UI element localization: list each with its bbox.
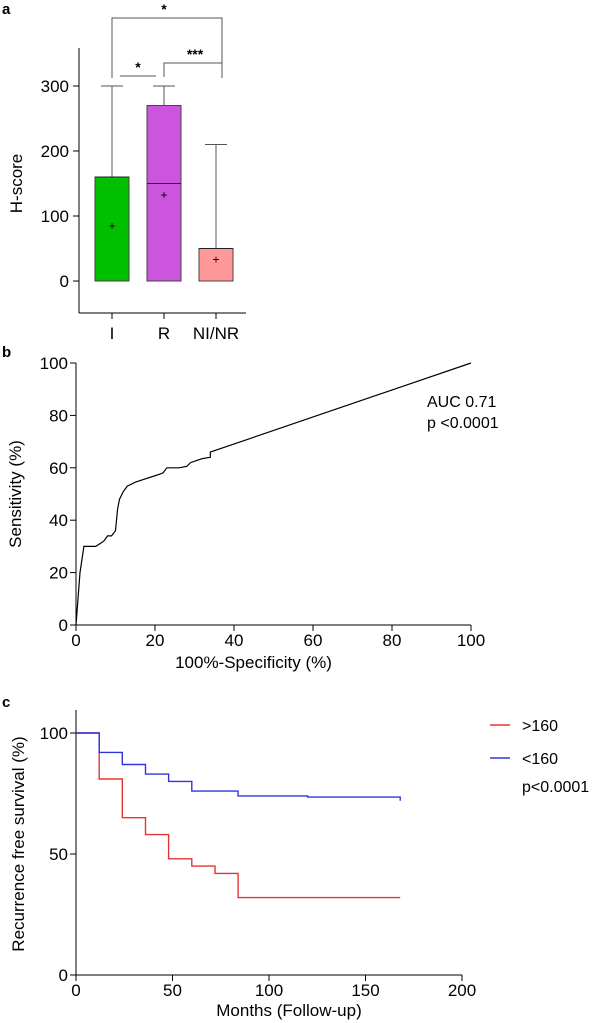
y-tick-label: 0 xyxy=(59,966,68,985)
y-tick-label: 100 xyxy=(40,724,68,743)
box xyxy=(94,176,130,282)
y-tick-label: 200 xyxy=(41,142,69,161)
x-tick-label: 100 xyxy=(457,631,485,650)
y-tick-label: 300 xyxy=(41,77,69,96)
auc-annotation: AUC 0.71 xyxy=(427,394,496,411)
y-tick-label: 20 xyxy=(49,564,68,583)
panel-letter-c: c xyxy=(2,694,10,711)
significance-bracket xyxy=(163,62,223,78)
x-tick-label: 80 xyxy=(383,631,402,650)
roc-curve xyxy=(75,362,472,626)
y-axis-title: Sensitivity (%) xyxy=(6,440,25,548)
x-tick-label: 200 xyxy=(448,981,476,1000)
y-axis-title: Recurrence free survival (%) xyxy=(9,736,28,951)
y-tick-label: 100 xyxy=(40,354,68,373)
y-tick-label: 60 xyxy=(49,459,68,478)
panel-c-survival-curve: 0 50 100 0 50 100 150 200 Months (Follow-up) Recu… xyxy=(9,710,589,1020)
y-tick-label: 100 xyxy=(41,207,69,226)
legend-label: <160 xyxy=(522,751,558,768)
x-tick-label: 0 xyxy=(71,981,80,1000)
mean-marker: + xyxy=(108,219,115,233)
x-tick-label: 60 xyxy=(304,631,323,650)
x-tick-label: 20 xyxy=(146,631,165,650)
p-value-annotation: p <0.0001 xyxy=(427,415,499,432)
mean-marker: + xyxy=(212,253,219,267)
significance-label: * xyxy=(135,59,141,75)
y-tick-label: 0 xyxy=(59,616,68,635)
panel-letter-a: a xyxy=(2,1,11,18)
x-tick-label: 50 xyxy=(163,981,182,1000)
box xyxy=(146,105,182,282)
y-tick-label: 80 xyxy=(49,406,68,425)
panel-letter-b: b xyxy=(2,344,11,361)
significance-label: *** xyxy=(187,46,204,62)
x-tick-label: 100 xyxy=(255,981,283,1000)
y-tick-label: 40 xyxy=(49,511,68,530)
x-tick-label: 150 xyxy=(351,981,379,1000)
survival-curve-2 xyxy=(76,732,401,801)
panel-b-roc-curve: 0 20 40 60 80 100 0 20 40 60 80 100 100%-Specificity… xyxy=(6,354,499,672)
legend-label: >160 xyxy=(522,718,558,735)
significance-bracket xyxy=(111,17,223,78)
x-tick-label: NI/NR xyxy=(193,324,239,343)
x-axis-title: Months (Follow-up) xyxy=(216,1001,362,1020)
x-tick-label: 40 xyxy=(225,631,244,650)
x-tick-label: I xyxy=(110,324,115,343)
x-tick-label: R xyxy=(158,324,170,343)
p-value-annotation: p<0.0001 xyxy=(522,779,589,796)
y-tick-label: 50 xyxy=(49,845,68,864)
y-tick-label: 0 xyxy=(60,272,69,291)
mean-marker: + xyxy=(160,188,167,202)
y-axis-title: H-score xyxy=(7,154,26,214)
x-tick-label: 0 xyxy=(71,631,80,650)
significance-label: * xyxy=(161,1,167,17)
survival-curve-1 xyxy=(76,732,401,899)
x-axis-title: 100%-Specificity (%) xyxy=(175,653,332,672)
